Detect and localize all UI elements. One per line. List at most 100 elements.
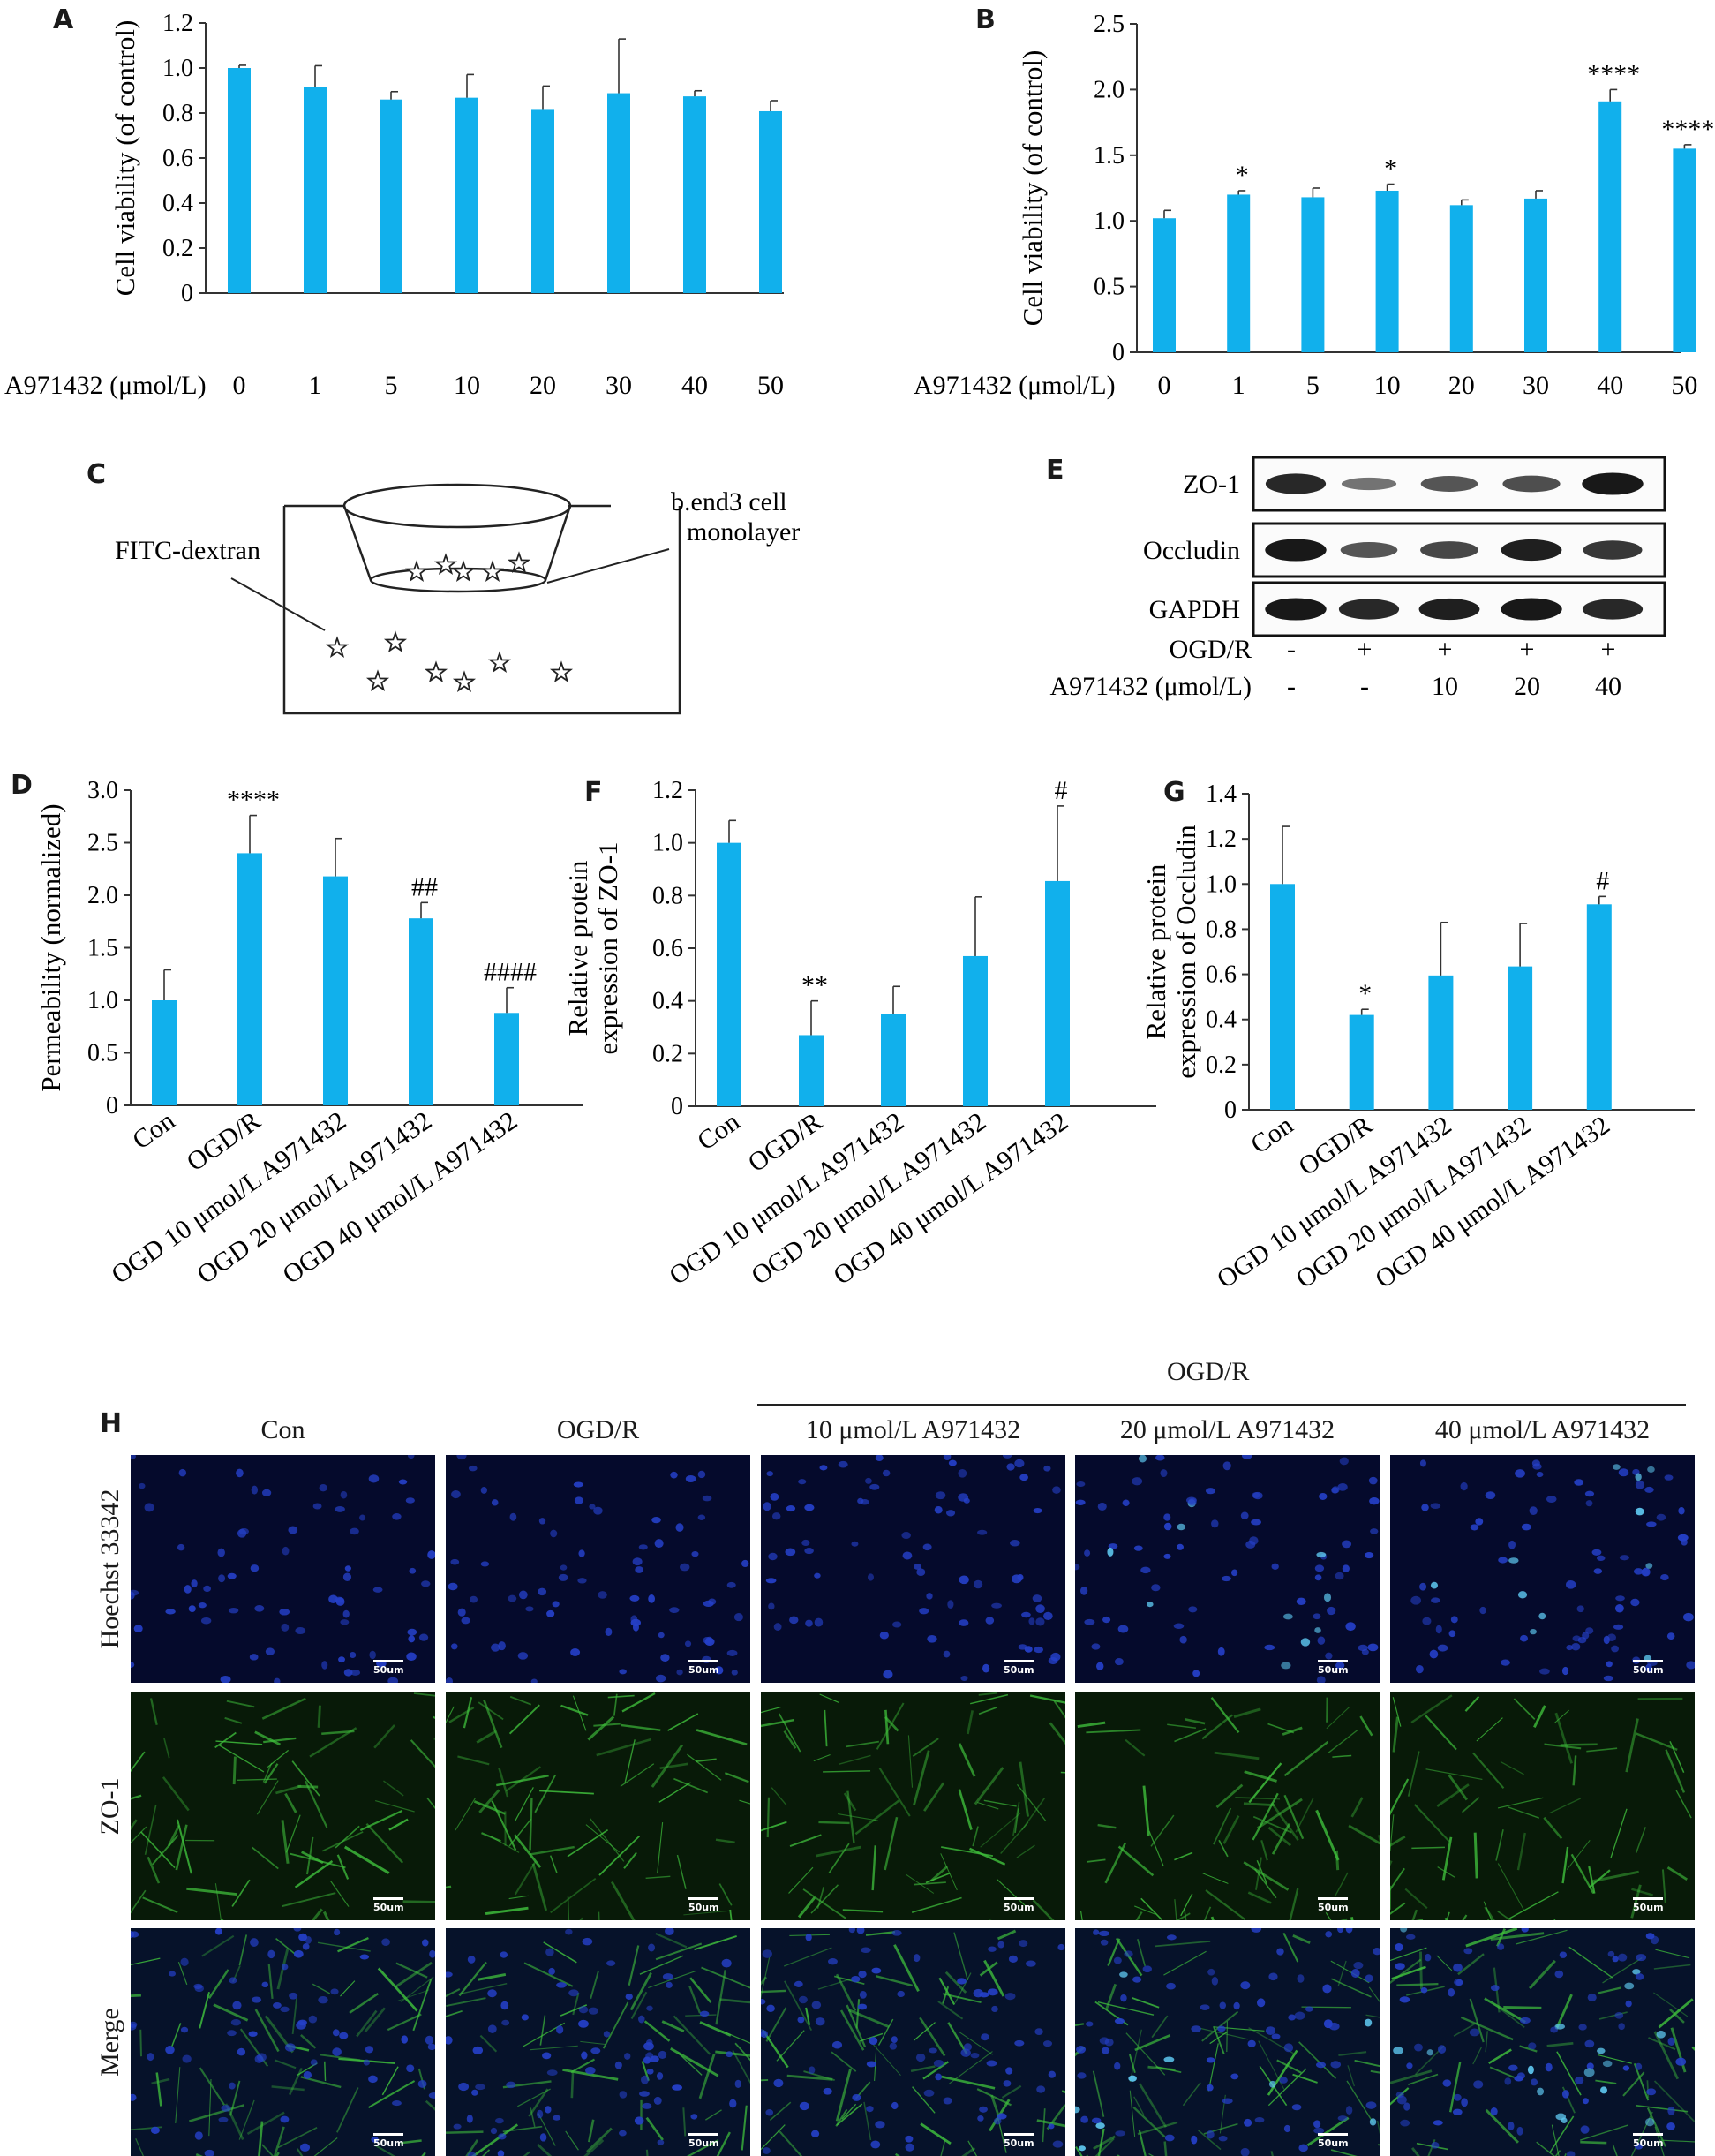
nucleus bbox=[632, 1623, 640, 1632]
zo1-fiber bbox=[741, 2105, 748, 2151]
nucleus bbox=[280, 2006, 290, 2013]
nucleus bbox=[1244, 2118, 1252, 2127]
nucleus bbox=[675, 1523, 684, 1532]
nucleus bbox=[1587, 1993, 1597, 2002]
blot-band bbox=[1420, 476, 1478, 492]
y-axis-label: Relative protein bbox=[562, 860, 593, 1036]
nucleus bbox=[987, 1988, 998, 1996]
significance-mark: * bbox=[1358, 979, 1372, 1008]
nucleus bbox=[180, 2026, 189, 2033]
nucleus bbox=[1561, 1666, 1569, 1676]
zo1-fiber bbox=[687, 1753, 722, 1781]
zo1-fiber bbox=[1365, 2014, 1380, 2018]
nucleus bbox=[407, 1455, 415, 1459]
zo1-fiber bbox=[628, 1945, 640, 1986]
nucleus bbox=[1132, 1477, 1143, 1486]
y-tick-label: 1.5 bbox=[87, 935, 118, 962]
blot-row-label: GAPDH bbox=[1149, 595, 1240, 624]
micrograph-texture bbox=[446, 1692, 750, 1920]
dextran-star bbox=[451, 560, 476, 583]
nucleus bbox=[1028, 1617, 1035, 1625]
nucleus bbox=[1279, 2077, 1288, 2084]
nucleus bbox=[1667, 2037, 1675, 2046]
nucleus bbox=[656, 1674, 666, 1683]
nucleus bbox=[1300, 1638, 1311, 1647]
zo1-fiber bbox=[258, 2121, 264, 2156]
nucleus bbox=[1345, 2106, 1353, 2115]
zo1-fiber bbox=[514, 1860, 537, 1896]
nucleus bbox=[657, 2139, 665, 2145]
nucleus bbox=[1635, 1507, 1644, 1516]
zo1-fiber bbox=[698, 2054, 716, 2099]
zo1-fiber bbox=[478, 1973, 507, 1981]
scale-bar bbox=[688, 1897, 718, 1900]
zo1-fiber bbox=[478, 1789, 500, 1813]
zo1-fiber bbox=[997, 1879, 1026, 1906]
nucleus bbox=[1242, 1455, 1252, 1459]
nucleus bbox=[1607, 1950, 1615, 1957]
zo1-fiber bbox=[828, 1843, 850, 1873]
nucleus bbox=[1430, 1581, 1439, 1589]
nucleus bbox=[1231, 1569, 1238, 1577]
nucleus bbox=[560, 1564, 568, 1571]
zo1-fiber bbox=[1330, 1960, 1370, 1984]
nucleus bbox=[1122, 1499, 1130, 1507]
zo1-fiber bbox=[377, 1967, 418, 2012]
zo1-fiber bbox=[655, 1942, 703, 1961]
zo1-fiber bbox=[841, 2103, 857, 2120]
micrograph-hoechst-33342: 50um bbox=[446, 1455, 750, 1683]
nucleus bbox=[974, 1579, 983, 1589]
nucleus bbox=[625, 1993, 633, 2000]
nucleus bbox=[229, 2082, 236, 2090]
zo1-fiber bbox=[1347, 2065, 1355, 2087]
zo1-fiber bbox=[489, 1836, 520, 1853]
zo1-fiber bbox=[1210, 1696, 1240, 1734]
nucleus bbox=[330, 1988, 339, 1995]
dextran-star bbox=[452, 670, 477, 693]
zo1-fiber bbox=[252, 1846, 279, 1870]
zo1-fiber bbox=[1598, 2011, 1628, 2020]
zo1-fiber bbox=[1328, 1730, 1358, 1753]
blot-band bbox=[1420, 541, 1478, 559]
nucleus bbox=[1364, 1552, 1374, 1559]
y-tick-label: 2.0 bbox=[1094, 76, 1125, 103]
zo1-fiber bbox=[783, 1947, 832, 1967]
zo1-fiber bbox=[783, 1730, 797, 1749]
nucleus bbox=[614, 2061, 622, 2069]
nucleus bbox=[1422, 1617, 1432, 1625]
zo1-fiber bbox=[131, 1889, 147, 1914]
nucleus bbox=[1431, 1597, 1440, 1603]
x-category-label: 30 bbox=[1523, 371, 1549, 400]
zo1-fiber bbox=[1075, 2145, 1083, 2156]
nucleus bbox=[768, 1552, 778, 1561]
nucleus bbox=[619, 1669, 627, 1675]
zo1-fiber bbox=[1097, 1823, 1117, 1829]
zo1-fiber bbox=[275, 1937, 297, 1956]
nucleus bbox=[858, 1971, 867, 1979]
nucleus bbox=[218, 1574, 226, 1583]
zo1-fiber bbox=[1306, 2116, 1350, 2147]
scale-bar bbox=[1004, 1897, 1034, 1900]
nucleus bbox=[765, 1578, 777, 1584]
zo1-fiber bbox=[446, 1706, 455, 1724]
nucleus bbox=[1419, 1459, 1426, 1467]
nucleus bbox=[979, 2106, 988, 2113]
zo1-fiber bbox=[843, 1792, 857, 1812]
zo1-fiber bbox=[274, 2059, 297, 2069]
nucleus bbox=[1019, 1940, 1028, 1948]
nucleus bbox=[237, 1528, 247, 1538]
microscopy-column-header: OGD/R bbox=[556, 1415, 640, 1444]
nucleus bbox=[369, 1650, 376, 1660]
zo1-fiber bbox=[1448, 1774, 1468, 1801]
micrograph-texture bbox=[446, 1928, 750, 2156]
zo1-fiber bbox=[983, 1799, 1017, 1807]
zo1-fiber bbox=[967, 1710, 974, 1735]
zo1-fiber bbox=[734, 2042, 750, 2062]
nucleus bbox=[869, 1483, 880, 1490]
zo1-fiber bbox=[1572, 1755, 1577, 1786]
nucleus bbox=[446, 1971, 453, 1978]
nucleus bbox=[1330, 2061, 1342, 2069]
zo1-fiber bbox=[784, 1980, 813, 2032]
microscopy-column-header: 40 μmol/L A971432 bbox=[1434, 1415, 1651, 1444]
nucleus bbox=[450, 1643, 458, 1650]
